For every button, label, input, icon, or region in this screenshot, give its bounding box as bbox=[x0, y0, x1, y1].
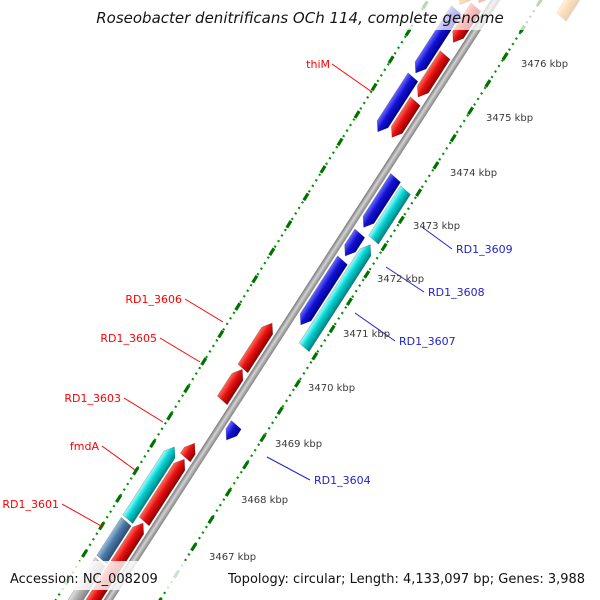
leader-RD1_3609 bbox=[421, 226, 453, 250]
gene-label-thiM[interactable]: thiM bbox=[306, 58, 330, 71]
gene-label-RD1_3608[interactable]: RD1_3608 bbox=[428, 286, 485, 299]
leader-RD1_3607 bbox=[354, 312, 396, 342]
gene-RD1_3609[interactable] bbox=[358, 173, 401, 230]
gene-labels: thiM RD1_3606 RD1_3605 RD1_3603 fmdA RD1… bbox=[2, 58, 512, 511]
ruler-label-3476: 3476 kbp bbox=[521, 59, 568, 70]
gene-arrow-cyan-upper[interactable] bbox=[368, 185, 412, 245]
gene-arrow-red-mid1[interactable] bbox=[138, 456, 190, 527]
leader-fmdA bbox=[101, 445, 136, 471]
ruler-ticks-inner bbox=[120, 0, 553, 600]
gene-label-fmdA[interactable]: fmdA bbox=[70, 440, 100, 453]
gene-arrow-red-top2[interactable] bbox=[413, 50, 452, 101]
gene-RD1_3605[interactable] bbox=[216, 366, 248, 406]
gene-thiM[interactable] bbox=[372, 72, 419, 136]
ruler-ticks-outer bbox=[46, 0, 472, 600]
leader-RD1_3601 bbox=[61, 503, 104, 528]
gene-arrow-red-top1[interactable] bbox=[387, 96, 422, 141]
gene-fmdA[interactable] bbox=[122, 443, 180, 524]
leader-RD1_3603 bbox=[123, 397, 164, 423]
page-title: Roseobacter denitrificans OCh 114, compl… bbox=[96, 9, 504, 27]
leader-RD1_3604 bbox=[266, 456, 311, 481]
gene-label-RD1_3607[interactable]: RD1_3607 bbox=[399, 335, 456, 348]
gene-RD1_3603[interactable] bbox=[179, 440, 200, 463]
genome-backbone bbox=[90, 0, 524, 600]
title-band bbox=[0, 0, 600, 30]
ruler-label-3468: 3468 kbp bbox=[241, 495, 288, 506]
gene-RD1_3608[interactable] bbox=[340, 228, 366, 260]
ruler-label-3470: 3470 kbp bbox=[308, 383, 355, 394]
ruler-label-3469: 3469 kbp bbox=[275, 439, 322, 450]
gene-label-RD1_3601[interactable]: RD1_3601 bbox=[2, 498, 59, 511]
ruler-label-3472: 3472 kbp bbox=[377, 274, 424, 285]
leader-RD1_3605 bbox=[159, 337, 201, 363]
gene-label-RD1_3606[interactable]: RD1_3606 bbox=[125, 293, 182, 306]
label-leader-lines bbox=[61, 63, 453, 528]
footer-accession: Accession: NC_008209 bbox=[10, 572, 158, 587]
gene-label-RD1_3609[interactable]: RD1_3609 bbox=[456, 243, 513, 256]
gene-arrow-cyan-long[interactable] bbox=[298, 241, 376, 353]
gene-RD1_3606[interactable] bbox=[237, 320, 278, 374]
leader-RD1_3608 bbox=[385, 266, 425, 293]
gene-RD1_3607[interactable] bbox=[295, 255, 348, 329]
ruler-labels: 3476 kbp 3475 kbp 3474 kbp 3473 kbp 3472… bbox=[209, 59, 568, 563]
leader-thiM bbox=[331, 63, 373, 93]
ruler-label-3467: 3467 kbp bbox=[209, 552, 256, 563]
gene-RD1_3604[interactable] bbox=[221, 420, 242, 444]
footer-genome-info: Topology: circular; Length: 4,133,097 bp… bbox=[227, 572, 585, 587]
ruler-label-3475: 3475 kbp bbox=[486, 113, 533, 124]
ruler-label-3474: 3474 kbp bbox=[450, 168, 497, 179]
gene-label-RD1_3605[interactable]: RD1_3605 bbox=[100, 332, 157, 345]
ruler-label-3471: 3471 kbp bbox=[343, 329, 390, 340]
gene-RD1_3601[interactable] bbox=[96, 516, 132, 565]
footer-band bbox=[0, 561, 600, 590]
gene-label-RD1_3604[interactable]: RD1_3604 bbox=[314, 474, 371, 487]
gene-label-RD1_3603[interactable]: RD1_3603 bbox=[64, 392, 121, 405]
leader-RD1_3606 bbox=[184, 298, 224, 323]
ruler-label-3473: 3473 kbp bbox=[413, 221, 460, 232]
